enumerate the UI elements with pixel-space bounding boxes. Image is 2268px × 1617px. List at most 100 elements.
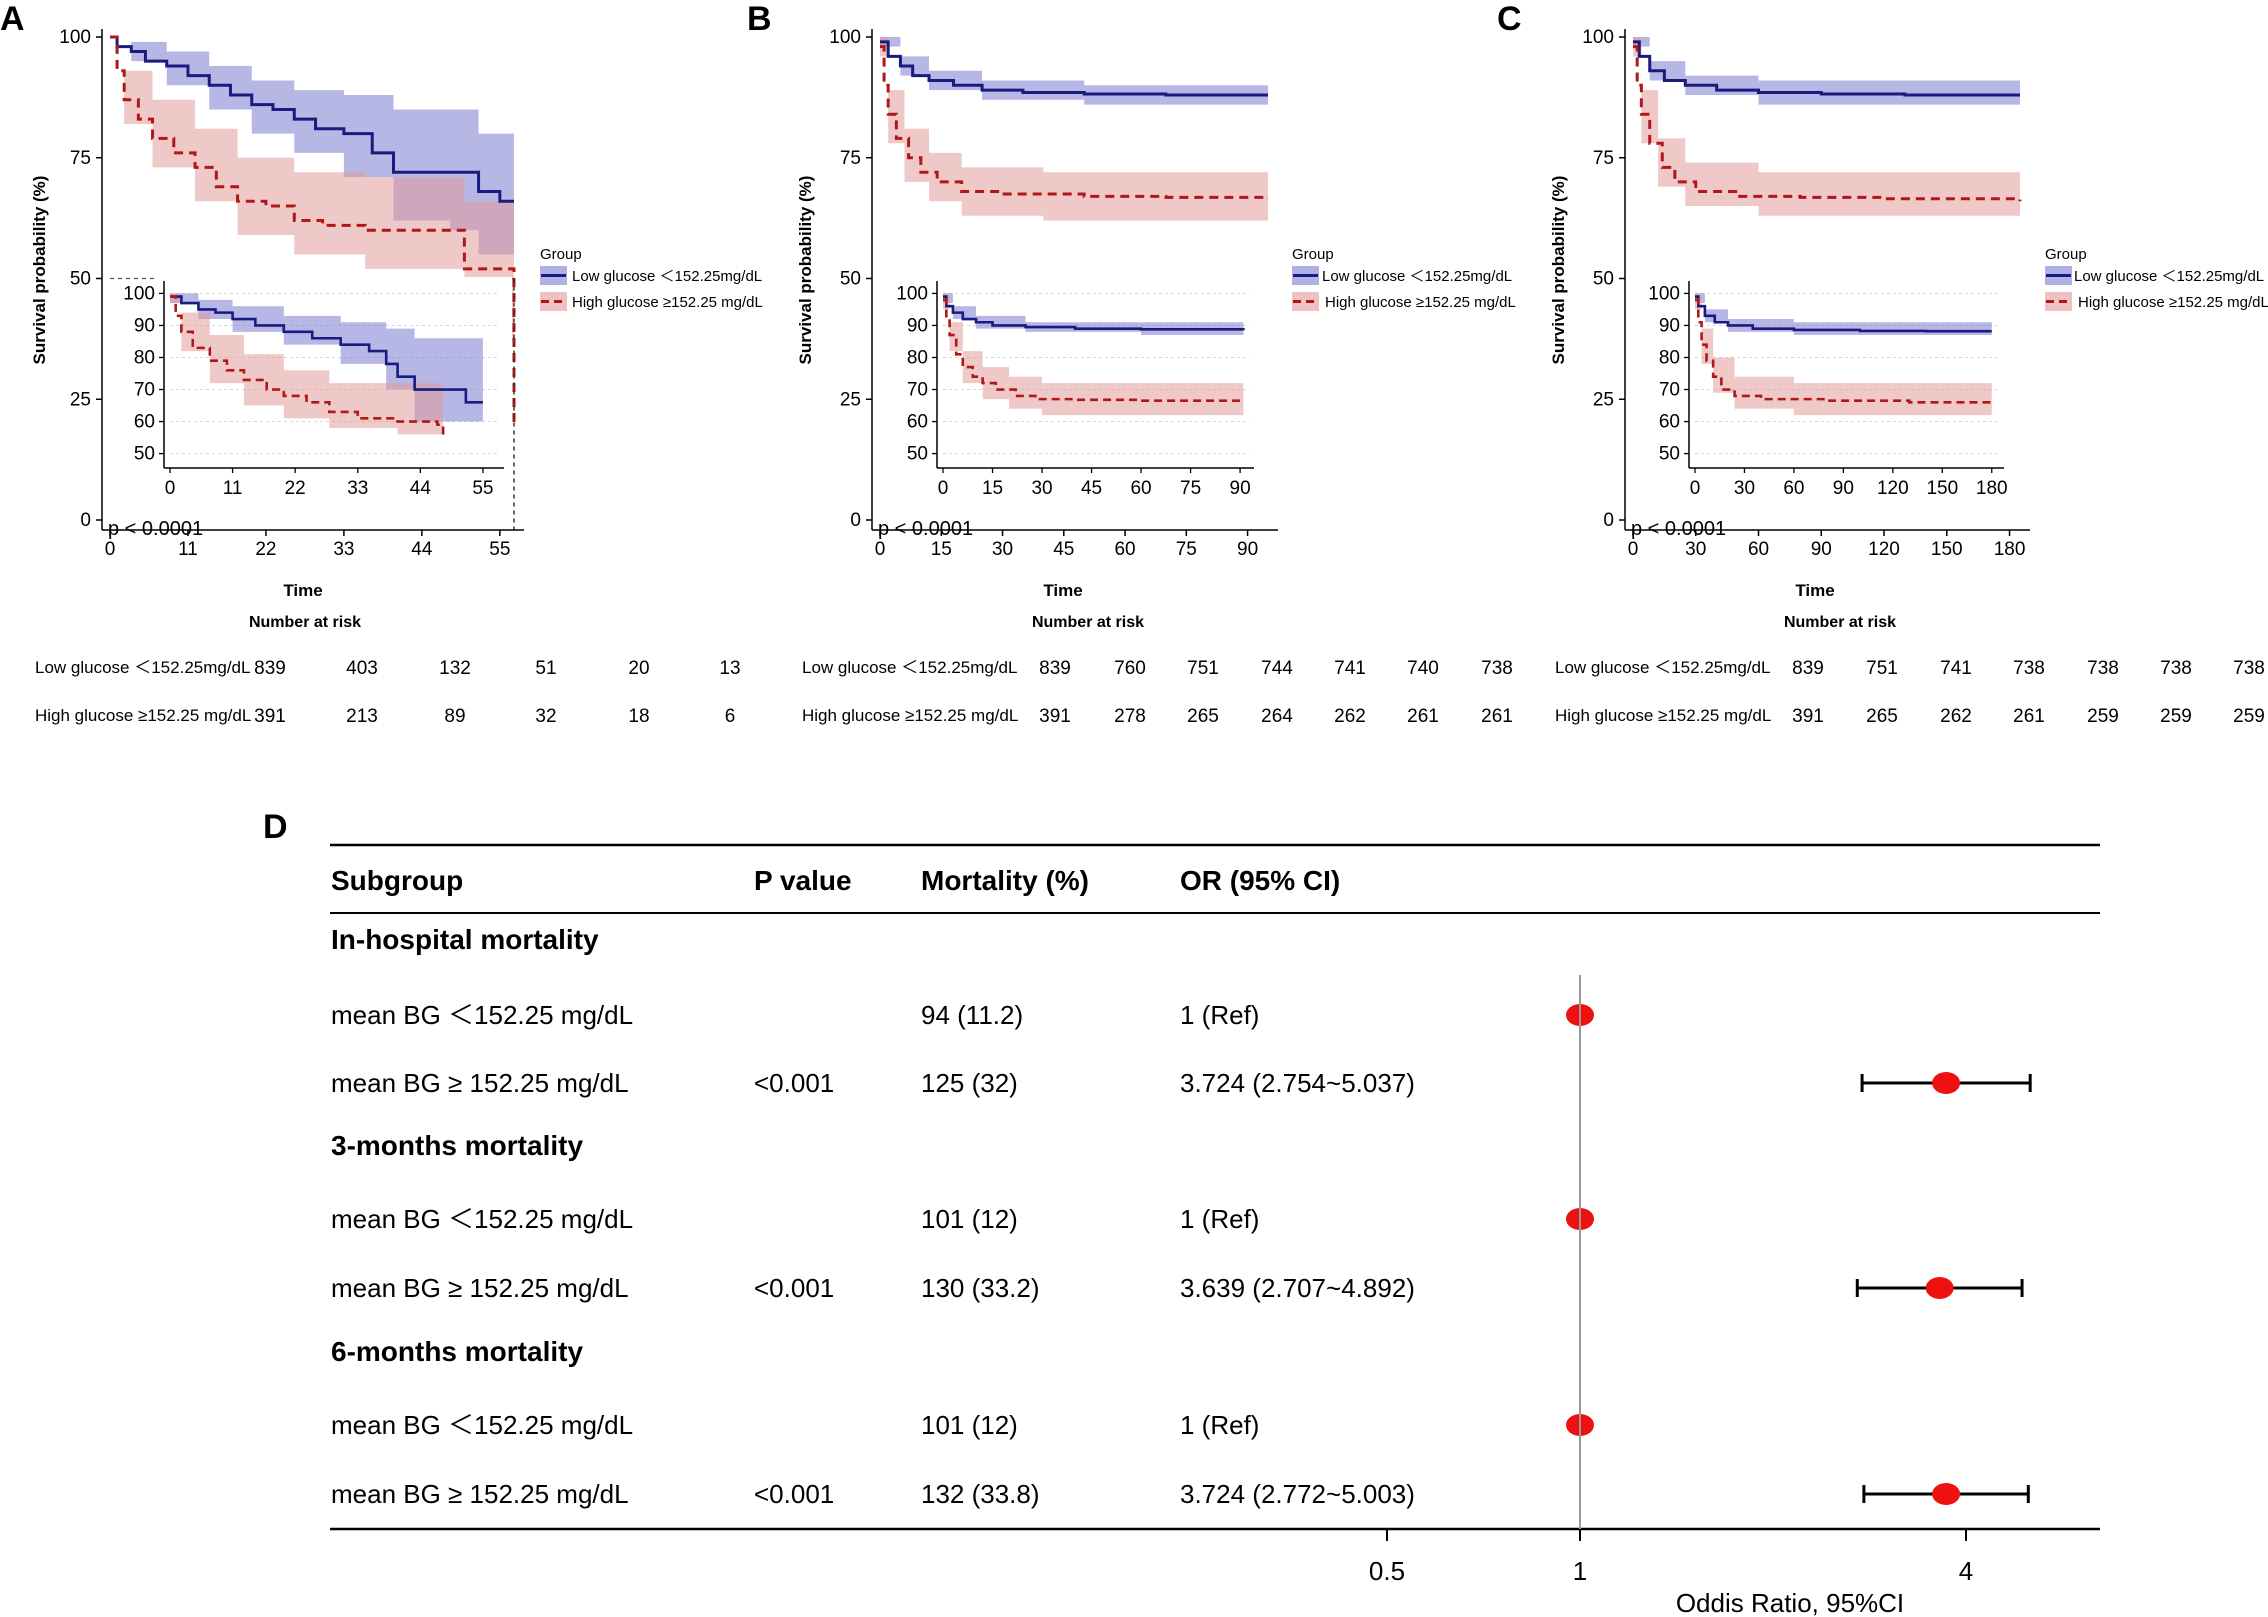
inset-ci-band-high <box>170 293 444 441</box>
legend-c: Group Low glucose ＜152.25mg/dL High gluc… <box>2045 246 2268 311</box>
y-tick-label: 25 <box>840 389 861 410</box>
risk-count-low: 839 <box>254 658 286 679</box>
risk-count-high: 259 <box>2087 706 2119 727</box>
header-subgroup: Subgroup <box>331 865 463 896</box>
inset-ci-band-high <box>943 293 1244 416</box>
forest-row-mortality: 132 (33.8) <box>921 1479 1040 1509</box>
forest-row-label: mean BG ＜152.25 mg/dL <box>331 1410 633 1440</box>
risk-numbers-b: 839 760 751 744 741 740 738 391 278 265 264 262 261 2… <box>1039 658 1513 727</box>
inset-x-tick-label: 90 <box>1833 478 1854 499</box>
header-or: OR (95% CI) <box>1180 865 1340 896</box>
forest-row-label: mean BG ≥ 152.25 mg/dL <box>331 1273 629 1303</box>
x-tick-label: 75 <box>1176 539 1197 560</box>
survival-curve-high <box>110 35 516 424</box>
inset-y-tick-label: 100 <box>896 283 928 304</box>
x-tick-label: 15 <box>931 539 952 560</box>
inset-x-tick-label: 60 <box>1783 478 1804 499</box>
legend-label-low-a: Low glucose ＜152.25mg/dL <box>572 268 762 285</box>
inset-x-tick-label: 30 <box>1031 478 1052 499</box>
risk-count-low: 741 <box>1940 658 1972 679</box>
legend-title-b: Group <box>1292 246 1334 263</box>
x-axis-title-a: Time <box>283 581 322 600</box>
x-axis-title-b: Time <box>1043 581 1082 600</box>
risk-count-high: 6 <box>725 706 736 727</box>
panel-label-c: C <box>1497 0 1522 38</box>
risk-count-low: 738 <box>2233 658 2265 679</box>
risk-title-c: Number at risk <box>1784 614 1896 631</box>
y-tick-label: 25 <box>70 389 91 410</box>
panel-label-d: D <box>263 808 288 846</box>
forest-row-or-text: 3.724 (2.754~5.037) <box>1180 1068 1415 1098</box>
inset-x-tick-label: 0 <box>165 478 176 499</box>
risk-count-low: 738 <box>2013 658 2045 679</box>
risk-numbers-a: 839 403 132 51 20 13 391 213 89 32 18 6 <box>254 658 740 727</box>
risk-count-low: 51 <box>535 658 556 679</box>
inset-y-tick-label: 100 <box>1648 283 1680 304</box>
ci-band-high <box>880 37 1268 221</box>
forest-x-tick-label: 0.5 <box>1369 1556 1405 1586</box>
km-panel-a: A 0 25 50 75 100 0 11 22 33 44 55 50 60 70 80 90 100 0 11… <box>0 0 763 727</box>
x-tick-label: 44 <box>411 539 433 560</box>
risk-count-low: 741 <box>1334 658 1366 679</box>
forest-row-or-text: 1 (Ref) <box>1180 1000 1259 1030</box>
inset-y-tick-label: 100 <box>123 283 155 304</box>
y-tick-label: 50 <box>1593 269 1614 290</box>
y-tick-label: 50 <box>70 269 91 290</box>
inset-ci-band-low <box>170 293 483 448</box>
forest-row-label: mean BG ≥ 152.25 mg/dL <box>331 1479 629 1509</box>
y-tick-label: 75 <box>840 148 861 169</box>
forest-section-title: In-hospital mortality <box>331 924 599 955</box>
risk-count-high: 18 <box>628 706 649 727</box>
risk-high-label-b: High glucose ≥152.25 mg/dL <box>802 706 1018 725</box>
x-tick-label: 11 <box>178 539 198 560</box>
legend-swatch-high-a <box>540 292 567 311</box>
legend-label-high-c: High glucose ≥152.25 mg/dL <box>2078 294 2268 311</box>
pvalue-a: p < 0.0001 <box>108 518 203 540</box>
forest-row-or-text: 1 (Ref) <box>1180 1204 1259 1234</box>
legend-swatch-high-c <box>2045 292 2072 311</box>
inset-y-tick-label: 50 <box>134 444 155 465</box>
risk-count-high: 89 <box>444 706 465 727</box>
inset-y-tick-label: 70 <box>134 380 155 401</box>
risk-numbers-c: 839 751 741 738 738 738 738 391 265 262 261 259 259 2… <box>1792 658 2265 727</box>
inset-y-tick-label: 60 <box>907 412 928 433</box>
risk-count-low: 744 <box>1261 658 1293 679</box>
risk-count-low: 751 <box>1187 658 1219 679</box>
risk-table-a: Number at risk Low glucose ＜152.25mg/dL … <box>35 614 741 727</box>
forest-row-or-text: 3.639 (2.707~4.892) <box>1180 1273 1415 1303</box>
y-tick-label: 25 <box>1593 389 1614 410</box>
y-tick-label: 0 <box>850 510 861 531</box>
survival-curve-low <box>1633 40 2020 97</box>
risk-count-low: 738 <box>2160 658 2192 679</box>
y-axis-title-b: Survival probability (%) <box>796 176 815 365</box>
risk-count-high: 265 <box>1187 706 1219 727</box>
inset-x-tick-label: 120 <box>1877 478 1909 499</box>
forest-row-mortality: 94 (11.2) <box>921 1000 1023 1030</box>
x-tick-label: 33 <box>333 539 354 560</box>
km-plot-c: 0 25 50 75 100 0 30 60 90 120 150 180 <box>1582 27 2030 560</box>
inset-y-tick-label: 90 <box>907 315 928 336</box>
inset-ci-band-high <box>1695 293 1992 416</box>
inset-x-tick-label: 30 <box>1734 478 1755 499</box>
risk-count-high: 391 <box>1792 706 1824 727</box>
panel-label-a: A <box>0 0 25 38</box>
legend-b: Group Low glucose ＜152.25mg/dL High gluc… <box>1292 246 1516 311</box>
risk-count-high: 261 <box>1407 706 1439 727</box>
y-tick-label: 100 <box>59 27 91 48</box>
inset-curve-high <box>1695 298 1992 404</box>
y-axis-title-c: Survival probability (%) <box>1549 176 1568 365</box>
forest-section-title: 6-months mortality <box>331 1336 583 1367</box>
inset-x-tick-label: 33 <box>347 478 368 499</box>
risk-count-high: 391 <box>1039 706 1071 727</box>
panel-label-b: B <box>747 0 772 38</box>
inset-curve-high <box>170 295 445 438</box>
km-inset-c: 50 60 70 80 90 100 0 30 60 90 120 150 180 <box>1648 277 2012 499</box>
survival-curve-low <box>880 40 1268 97</box>
y-tick-label: 75 <box>70 148 91 169</box>
risk-count-high: 262 <box>1334 706 1366 727</box>
inset-y-tick-label: 60 <box>1659 412 1680 433</box>
legend-a: Group Low glucose ＜152.25mg/dL High gluc… <box>540 246 763 311</box>
x-tick-label: 90 <box>1237 539 1258 560</box>
forest-row-mortality: 125 (32) <box>921 1068 1018 1098</box>
